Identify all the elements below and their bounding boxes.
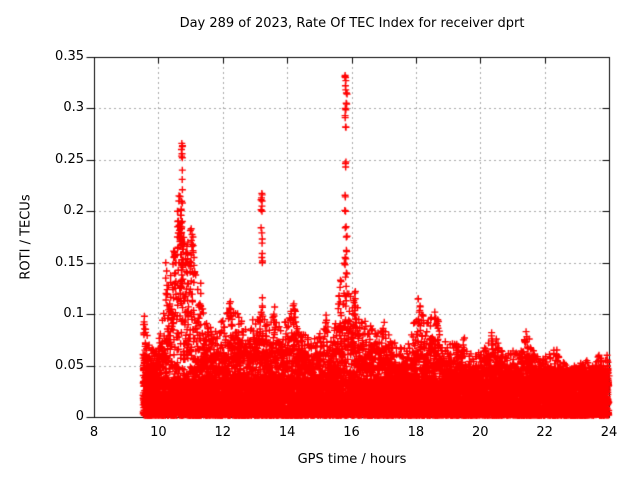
x-tick-label: 24: [600, 425, 618, 440]
x-tick-label: 20: [471, 425, 489, 440]
x-tick-label: 18: [407, 425, 425, 440]
x-tick-label: 14: [278, 425, 296, 440]
y-tick-label: 0.2: [63, 203, 84, 219]
x-tick-label: 8: [89, 425, 99, 440]
chart-title: Day 289 of 2023, Rate Of TEC Index for r…: [179, 16, 525, 31]
y-tick-label: 0.1: [63, 306, 84, 322]
x-axis-label: GPS time / hours: [297, 452, 407, 467]
y-tick-label: 0.15: [55, 254, 84, 270]
y-tick-label: 0.05: [55, 357, 84, 373]
y-tick-label: 0.25: [55, 151, 84, 167]
x-tick-label: 12: [214, 425, 232, 440]
y-tick-label: 0.3: [63, 100, 84, 116]
x-tick-label: 16: [343, 425, 360, 440]
y-tick-label: 0: [75, 409, 84, 424]
x-tick-label: 10: [150, 425, 167, 440]
x-tick-label: 22: [536, 425, 553, 440]
y-tick-label: 0.35: [55, 49, 84, 64]
